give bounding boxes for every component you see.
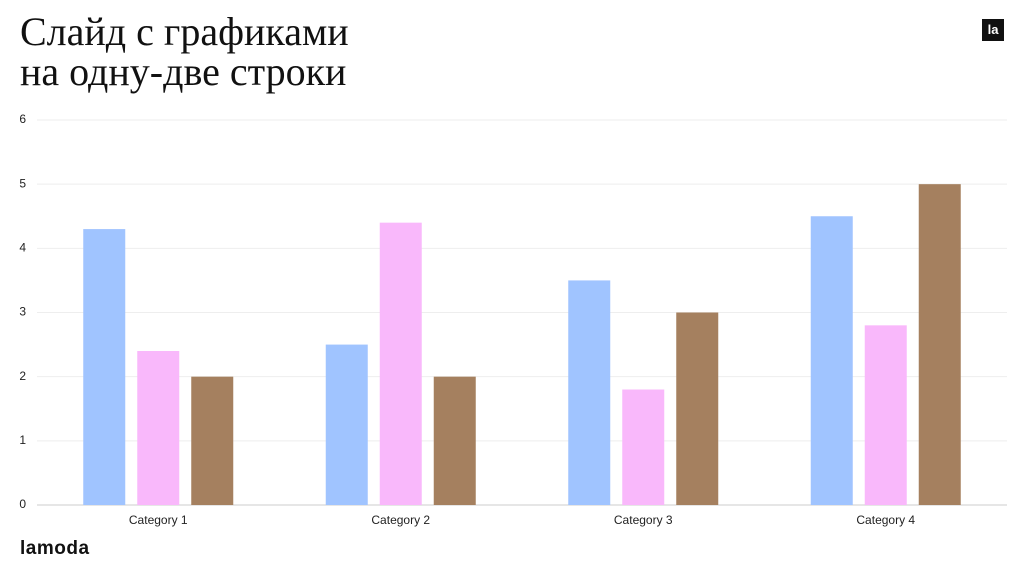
- x-tick-label: Category 4: [856, 513, 915, 527]
- y-tick-label: 1: [19, 433, 26, 447]
- bar: [191, 376, 234, 505]
- x-tick-label: Category 1: [129, 513, 188, 527]
- y-tick-label: 3: [19, 305, 26, 319]
- chart-title: Слайд с графиками на одну-две строки: [20, 9, 349, 94]
- y-tick-label: 6: [19, 112, 26, 126]
- bar: [137, 351, 180, 505]
- bar: [433, 376, 476, 505]
- bar: [676, 312, 719, 505]
- bar: [864, 325, 907, 505]
- x-tick-label: Category 3: [614, 513, 673, 527]
- bar: [325, 344, 368, 505]
- bar: [379, 222, 422, 505]
- y-tick-label: 4: [19, 241, 26, 255]
- bar: [918, 184, 961, 505]
- bar: [568, 280, 611, 505]
- y-tick-label: 5: [19, 176, 26, 190]
- brand-logo: lamoda: [20, 538, 90, 559]
- logo-badge: la: [982, 19, 1004, 41]
- y-tick-label: 2: [19, 369, 26, 383]
- bar: [622, 389, 665, 505]
- x-tick-label: Category 2: [371, 513, 430, 527]
- bar: [810, 216, 853, 505]
- y-tick-label: 0: [19, 497, 26, 511]
- bar: [83, 229, 126, 506]
